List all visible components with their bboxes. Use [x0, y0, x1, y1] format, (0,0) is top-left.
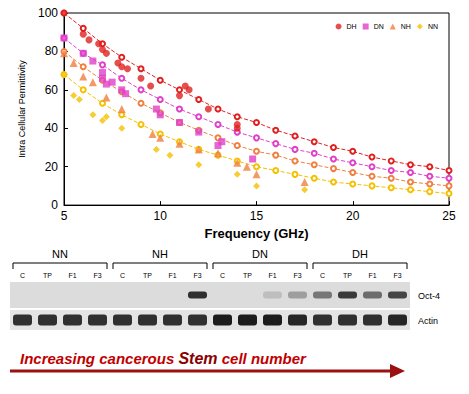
svg-text:0: 0 [51, 198, 58, 212]
svg-text:10: 10 [154, 209, 168, 223]
svg-text:DN: DN [374, 23, 384, 30]
svg-text:F1: F1 [168, 272, 176, 279]
svg-text:NN: NN [428, 23, 438, 30]
svg-text:DN: DN [252, 248, 268, 260]
svg-text:F1: F1 [68, 272, 76, 279]
svg-text:DH: DH [352, 248, 368, 260]
svg-text:25: 25 [442, 209, 456, 223]
svg-text:F1: F1 [368, 272, 376, 279]
svg-text:NH: NH [152, 248, 168, 260]
svg-text:20: 20 [45, 160, 59, 174]
svg-text:TP: TP [43, 272, 52, 279]
svg-text:C: C [320, 272, 325, 279]
svg-text:100: 100 [38, 6, 58, 20]
svg-text:Intra Cellular Permittivity: Intra Cellular Permittivity [17, 60, 27, 158]
svg-text:NH: NH [401, 23, 411, 30]
svg-text:Oct-4: Oct-4 [418, 291, 440, 301]
svg-text:TP: TP [243, 272, 252, 279]
svg-text:40: 40 [45, 121, 59, 135]
svg-text:Frequency (GHz): Frequency (GHz) [204, 226, 308, 241]
svg-text:F3: F3 [193, 272, 201, 279]
svg-text:NN: NN [52, 248, 68, 260]
svg-text:C: C [220, 272, 225, 279]
svg-text:60: 60 [45, 83, 59, 97]
svg-text:F3: F3 [293, 272, 301, 279]
svg-text:Actin: Actin [418, 316, 438, 326]
svg-text:C: C [120, 272, 125, 279]
svg-text:DH: DH [347, 23, 357, 30]
svg-text:C: C [20, 272, 25, 279]
svg-text:Increasing cancerous Stem cell: Increasing cancerous Stem cell number [20, 350, 307, 367]
svg-text:TP: TP [343, 272, 352, 279]
svg-text:15: 15 [250, 209, 264, 223]
svg-text:20: 20 [346, 209, 360, 223]
svg-text:F1: F1 [268, 272, 276, 279]
svg-text:TP: TP [143, 272, 152, 279]
svg-text:5: 5 [61, 209, 68, 223]
svg-text:80: 80 [45, 44, 59, 58]
svg-text:F3: F3 [393, 272, 401, 279]
svg-text:F3: F3 [93, 272, 101, 279]
